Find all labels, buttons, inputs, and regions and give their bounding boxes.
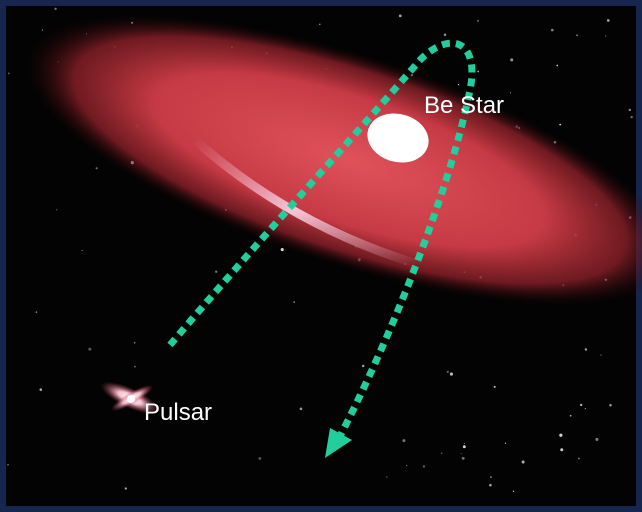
star <box>584 407 587 410</box>
star <box>577 457 580 460</box>
star <box>521 460 525 464</box>
star <box>512 490 515 492</box>
star <box>39 388 43 391</box>
star <box>55 209 58 211</box>
star <box>293 301 295 303</box>
star <box>81 250 83 252</box>
star <box>559 123 562 126</box>
star <box>406 464 408 466</box>
star <box>441 452 443 455</box>
star <box>54 7 57 10</box>
star <box>449 372 453 376</box>
star <box>124 487 127 490</box>
star <box>477 70 480 73</box>
star <box>600 354 602 356</box>
star <box>280 248 284 252</box>
star <box>398 14 402 18</box>
star <box>422 465 425 468</box>
be-star-disk <box>25 15 642 305</box>
star <box>134 365 136 368</box>
star <box>460 452 462 455</box>
be-star <box>367 113 429 163</box>
star <box>299 407 303 411</box>
star <box>7 463 9 466</box>
star <box>41 29 44 31</box>
star <box>559 433 563 437</box>
star <box>457 84 460 86</box>
star <box>556 64 559 67</box>
star <box>477 20 479 22</box>
star <box>95 167 98 170</box>
star <box>569 414 572 417</box>
star <box>609 404 612 407</box>
star <box>462 445 466 449</box>
star <box>489 483 492 487</box>
star <box>35 311 38 313</box>
star <box>504 442 507 444</box>
star <box>258 457 262 460</box>
star <box>361 364 365 368</box>
star <box>579 403 583 407</box>
star <box>133 341 136 344</box>
star <box>402 439 406 443</box>
star <box>584 348 588 351</box>
star <box>446 370 449 374</box>
star <box>443 33 447 36</box>
pulsar-label: Pulsar <box>144 399 212 426</box>
star <box>630 115 633 119</box>
star <box>510 58 514 62</box>
arrow-head <box>325 428 352 458</box>
star <box>576 34 578 37</box>
star <box>461 456 465 460</box>
star <box>386 476 388 478</box>
star <box>606 19 610 22</box>
star <box>493 385 496 388</box>
star <box>628 108 632 112</box>
star <box>605 35 607 37</box>
star <box>550 28 554 32</box>
star <box>88 347 92 351</box>
star <box>489 476 492 479</box>
pulsar <box>127 395 135 403</box>
disk-edge <box>190 135 425 270</box>
star <box>595 437 599 441</box>
be-star-label: Be Star <box>424 92 504 119</box>
star <box>215 270 218 273</box>
star <box>7 72 10 75</box>
star <box>463 442 466 444</box>
star <box>319 23 321 25</box>
star <box>509 92 512 94</box>
orbit-arrow <box>167 39 476 442</box>
star <box>560 448 564 452</box>
